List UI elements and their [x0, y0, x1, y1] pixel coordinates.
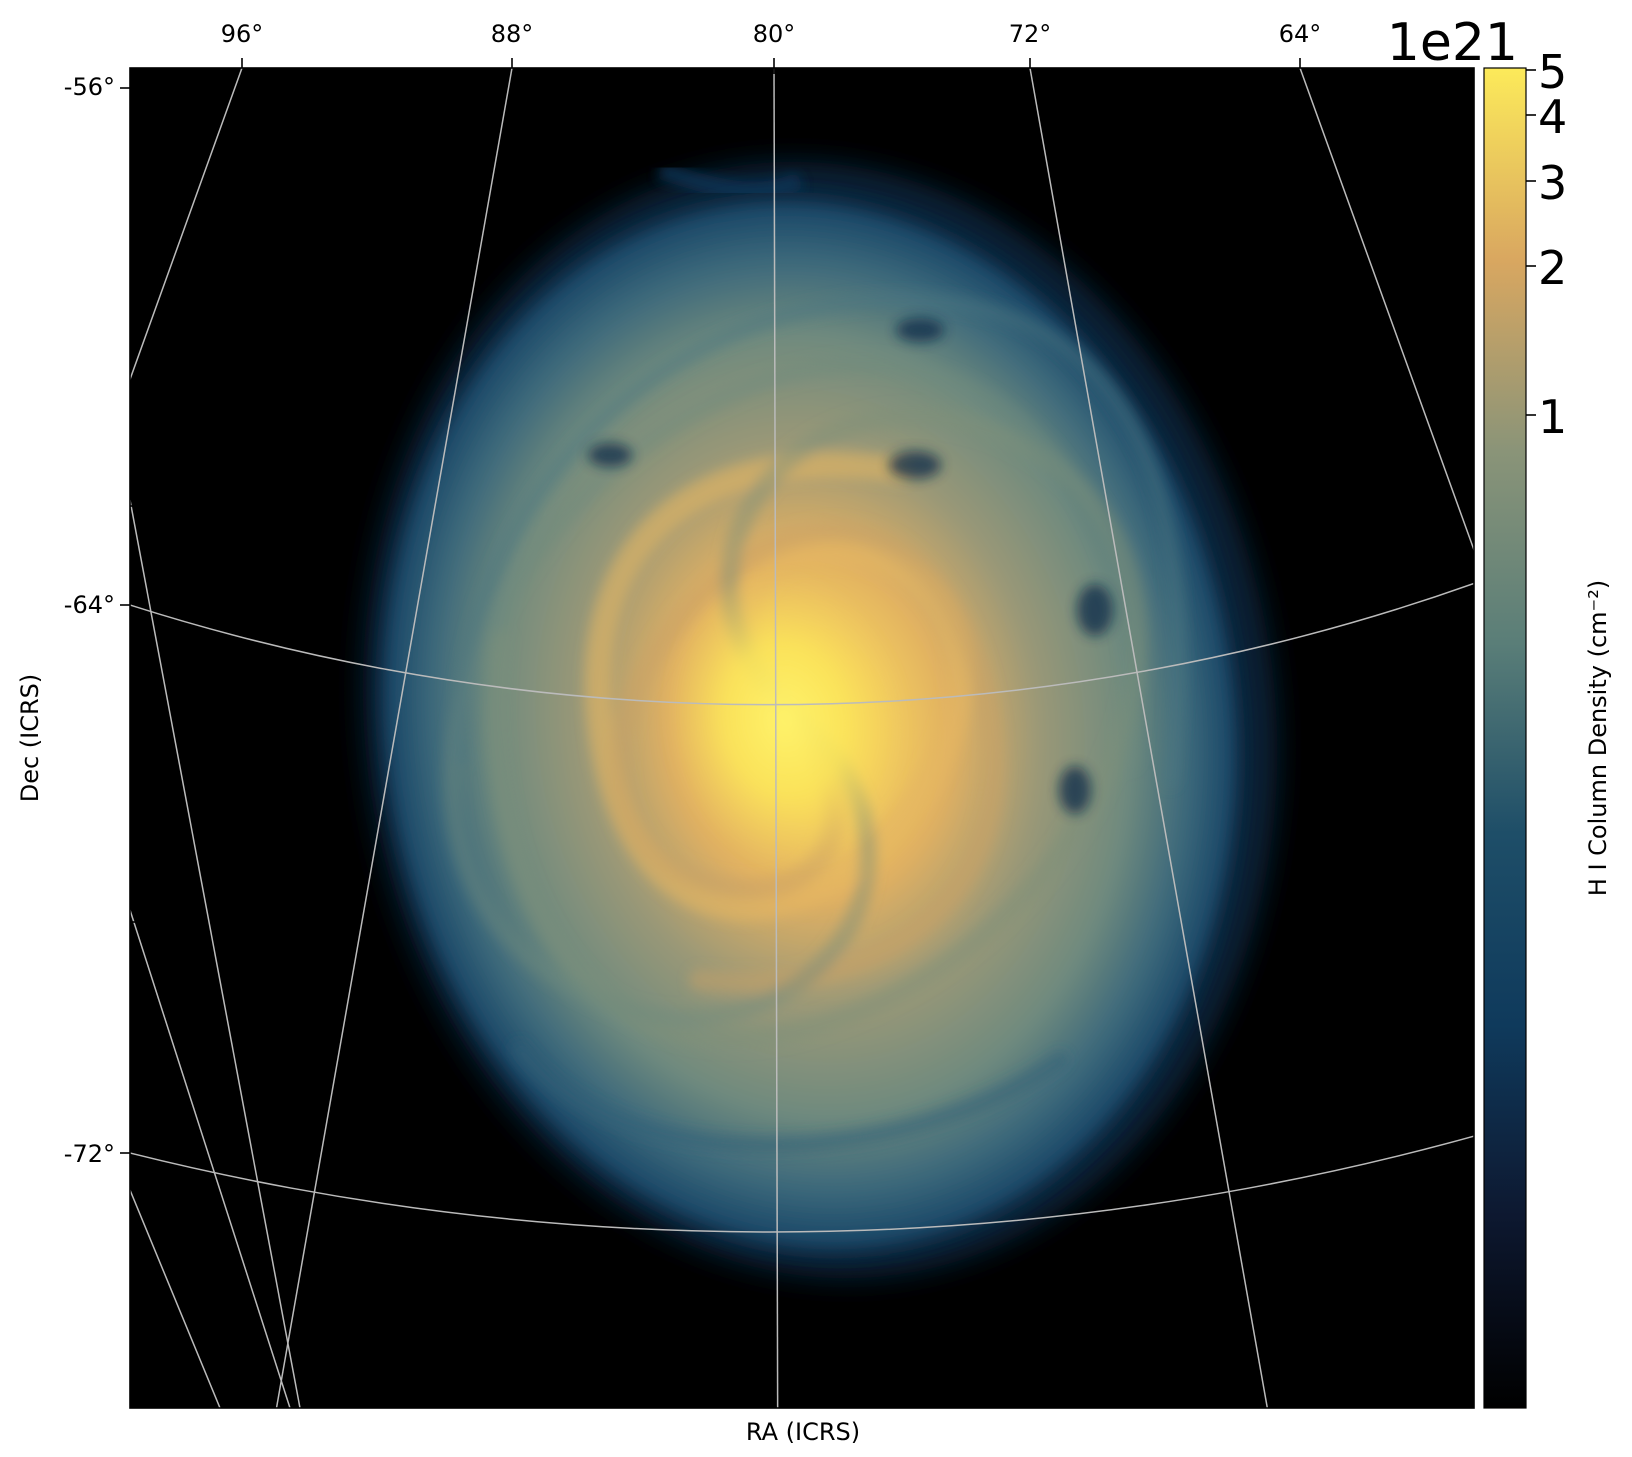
spiral-arms	[443, 291, 1186, 1154]
y-axis-label: Dec (ICRS)	[16, 674, 44, 803]
ra-gridline	[130, 1189, 221, 1408]
colorbar-bar	[1484, 68, 1526, 1408]
ra-gridline	[1299, 68, 1474, 553]
frame-ticks	[120, 58, 1475, 1409]
ra-tick-label: 72°	[1009, 20, 1052, 48]
ra-tick-label: 88°	[491, 20, 534, 48]
colorbar-frame	[1483, 67, 1527, 1409]
ra-tick-labels: 96° 88° 80° 72° 64°	[221, 20, 1322, 48]
top-streamer	[657, 161, 805, 200]
colorbar-tick-label: 5	[1538, 45, 1567, 99]
dec-tick-label: -64°	[64, 591, 115, 619]
dec-gridline	[130, 581, 1474, 705]
ra-gridline	[130, 499, 301, 1408]
ra-gridline	[275, 68, 513, 1408]
colorbar-ticks	[1526, 69, 1536, 416]
x-axis-label: RA (ICRS)	[746, 1418, 860, 1446]
hi-holes	[588, 318, 1113, 814]
colorbar-offset-label: 1e21	[1387, 13, 1518, 73]
dec-tick-labels: -56° -64° -72°	[64, 73, 115, 1168]
colorbar-title: H I Column Density (cm⁻²)	[1584, 580, 1612, 896]
ra-tick-label: 64°	[1279, 20, 1322, 48]
ra-gridline	[773, 68, 779, 1408]
ra-tick-label: 96°	[221, 20, 264, 48]
dec-tick-label: -56°	[64, 73, 115, 101]
ra-tick-label: 80°	[753, 20, 796, 48]
ra-gridline	[1029, 68, 1269, 1408]
dec-tick-label: -72°	[64, 1140, 115, 1168]
colorbar-tick-label: 4	[1538, 90, 1567, 144]
plot-frame	[129, 67, 1475, 1409]
colorbar-tick-label: 1	[1538, 390, 1567, 444]
colorbar-tick-label: 2	[1538, 241, 1567, 295]
colorbar: 5 4 3 2 1 1e21 H I Column Density (cm⁻²)	[1387, 13, 1612, 1409]
bright-core	[663, 570, 907, 870]
colorbar-tick-label: 3	[1538, 156, 1567, 210]
ra-gridline	[130, 909, 291, 1408]
